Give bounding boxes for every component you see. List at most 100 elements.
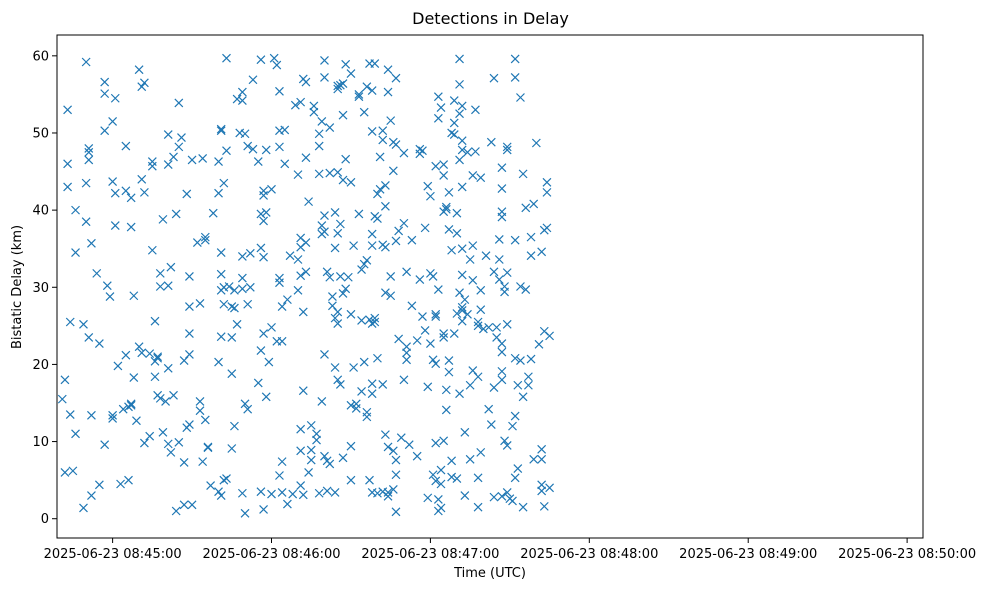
data-point-114 [200,232,210,242]
data-point-183 [267,322,276,332]
x-axis-ticks: 2025-06-23 08:45:00 2025-06-23 08:46:00 20… [44,538,976,562]
data-point-399 [439,170,449,180]
data-point-497 [508,496,517,506]
data-point-405 [441,405,451,415]
data-point-173 [259,191,268,200]
data-point-402 [439,332,449,342]
data-point-102 [184,329,194,338]
data-point-82 [163,281,173,291]
data-point-27 [100,77,110,87]
data-point-333 [380,430,390,440]
data-point-286 [349,363,359,372]
data-point-319 [373,189,382,199]
y-tick-label-0: 0 [41,512,49,527]
data-point-171 [256,487,266,497]
data-point-475 [494,255,504,264]
data-point-337 [383,488,393,497]
data-point-168 [256,209,266,219]
data-point-237 [317,221,327,230]
data-point-217 [298,386,308,396]
data-point-61 [139,187,149,197]
data-point-103 [184,349,194,359]
data-point-453 [473,317,483,327]
data-point-144 [230,303,239,313]
data-point-445 [465,380,475,390]
data-point-341 [386,291,396,301]
data-point-204 [290,100,300,110]
data-point-174 [259,252,268,262]
data-point-369 [415,275,425,284]
data-point-441 [460,491,470,500]
data-point-371 [418,312,427,322]
data-point-494 [502,488,512,497]
data-point-277 [341,154,351,164]
data-point-130 [216,491,226,500]
data-point-216 [298,307,308,317]
data-point-279 [343,272,353,282]
data-point-268 [335,219,345,229]
data-point-212 [296,424,306,434]
data-point-477 [497,163,507,173]
data-point-524 [537,444,547,454]
data-point-514 [523,380,533,390]
data-point-505 [513,464,523,473]
data-point-104 [184,420,194,430]
data-point-8 [68,466,78,476]
data-point-243 [320,227,329,237]
data-point-226 [306,445,316,455]
data-point-515 [523,372,533,382]
data-point-429 [455,389,464,399]
data-point-502 [510,411,520,421]
data-point-235 [314,488,324,498]
data-point-395 [436,465,446,475]
data-point-145 [230,421,239,431]
data-point-295 [357,386,366,396]
data-point-472 [492,322,502,332]
data-point-56 [134,342,144,352]
data-point-189 [275,142,284,152]
data-point-30 [100,440,110,450]
data-point-140 [227,332,237,342]
data-point-271 [338,79,348,89]
data-point-360 [402,348,412,358]
data-point-192 [275,278,284,288]
data-point-220 [301,153,311,163]
data-point-527 [537,480,547,490]
data-point-396 [436,479,446,489]
data-point-224 [304,468,314,477]
data-point-233 [314,141,324,151]
data-point-276 [341,59,351,69]
data-point-126 [216,248,226,257]
data-point-521 [531,138,541,148]
data-point-384 [431,309,441,319]
data-point-461 [476,447,486,457]
data-point-374 [423,181,433,191]
data-point-156 [240,399,250,409]
data-point-307 [367,127,377,136]
x-tick-label-0: 2025-06-23 08:45:00 [44,547,182,562]
data-point-358 [402,267,412,277]
data-point-231 [312,435,321,445]
data-point-534 [545,331,555,341]
data-point-96 [179,457,189,467]
data-point-380 [428,272,438,281]
data-point-250 [325,168,335,178]
data-point-473 [492,332,502,342]
y-tick-label-5: 50 [32,126,49,141]
data-point-132 [219,178,229,188]
data-point-430 [457,101,467,111]
data-point-317 [370,317,380,327]
data-point-366 [412,451,422,461]
data-point-43 [121,141,131,151]
data-point-207 [293,255,303,264]
data-point-414 [447,456,457,466]
data-point-39 [110,221,120,230]
data-point-95 [179,356,189,365]
data-point-151 [237,251,247,261]
data-point-532 [542,187,552,197]
data-point-49 [126,222,136,232]
data-point-69 [150,372,160,382]
data-point-349 [391,455,401,465]
data-point-457 [473,502,483,512]
